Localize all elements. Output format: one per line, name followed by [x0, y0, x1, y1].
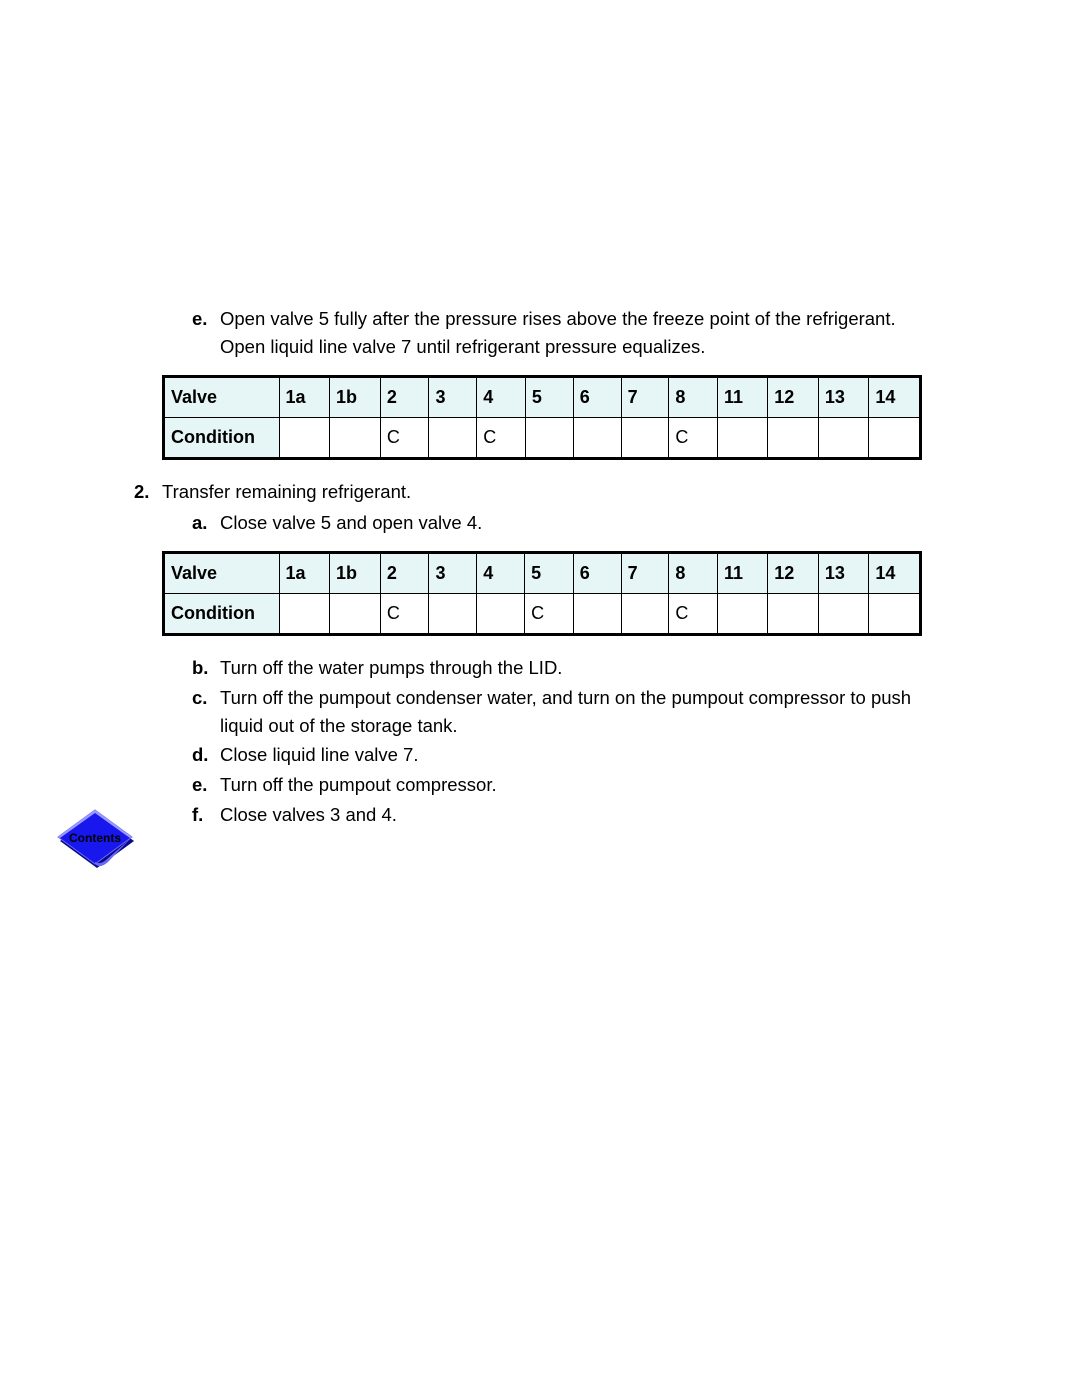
table-2-col-1: 1b	[330, 553, 381, 594]
valve-table-1: Valve 1a 1b 2 3 4 5 6 7 8 11 12 13 14 Co…	[162, 375, 922, 460]
table-1-cond-4: C	[477, 417, 526, 458]
table-1-col-9: 11	[718, 376, 768, 417]
table-1-cond-2: C	[380, 417, 429, 458]
table-1-cond-7	[621, 417, 669, 458]
marker-b: b.	[192, 654, 220, 682]
step-2d-text: Close liquid line valve 7.	[220, 741, 922, 769]
table-1-header-row: Valve 1a 1b 2 3 4 5 6 7 8 11 12 13 14	[164, 376, 921, 417]
table-1-cond-10	[768, 417, 819, 458]
step-1e: e. Open valve 5 fully after the pressure…	[192, 305, 922, 361]
step-2c: c. Turn off the pumpout condenser water,…	[192, 684, 922, 740]
table-1-col-11: 13	[818, 376, 869, 417]
table-1-cond-6	[573, 417, 621, 458]
table-1-col-12: 14	[869, 376, 921, 417]
table-2-cond-12	[869, 594, 921, 635]
table-2-cond-4	[477, 594, 525, 635]
table-2-col-4: 4	[477, 553, 525, 594]
table-2-col-11: 13	[818, 553, 869, 594]
step-2b: b. Turn off the water pumps through the …	[192, 654, 922, 682]
table-2-cond-1	[330, 594, 381, 635]
document-content: e. Open valve 5 fully after the pressure…	[162, 305, 922, 831]
marker-e2: e.	[192, 771, 220, 799]
table-2-cond-5: C	[525, 594, 574, 635]
table-1-col-6: 6	[573, 376, 621, 417]
table-2-cond-11	[818, 594, 869, 635]
table-2-col-5: 5	[525, 553, 574, 594]
step-2f: f. Close valves 3 and 4.	[192, 801, 922, 829]
table-2-cond-6	[573, 594, 621, 635]
marker-c: c.	[192, 684, 220, 740]
table-2-condition-label: Condition	[164, 594, 280, 635]
table-2-cond-3	[429, 594, 477, 635]
step-e-container: e. Open valve 5 fully after the pressure…	[192, 305, 922, 361]
step-2a: a. Close valve 5 and open valve 4.	[192, 509, 922, 537]
table-2-cond-2: C	[380, 594, 429, 635]
marker-f: f.	[192, 801, 220, 829]
step-2f-text: Close valves 3 and 4.	[220, 801, 922, 829]
table-1-col-10: 12	[768, 376, 819, 417]
step-1e-text: Open valve 5 fully after the pressure ri…	[220, 305, 922, 361]
table-1-cond-5	[525, 417, 573, 458]
table-1-cond-8: C	[669, 417, 718, 458]
marker-2: 2.	[134, 478, 162, 506]
table-2-col-0: 1a	[279, 553, 330, 594]
table-2-valve-label: Valve	[164, 553, 280, 594]
step-2c-text: Turn off the pumpout condenser water, an…	[220, 684, 922, 740]
table-2-cond-10	[768, 594, 819, 635]
step-2: 2. Transfer remaining refrigerant.	[134, 478, 922, 506]
table-1-col-4: 4	[477, 376, 526, 417]
table-1-valve-label: Valve	[164, 376, 280, 417]
marker-e: e.	[192, 305, 220, 361]
table-1-cond-3	[429, 417, 477, 458]
marker-d: d.	[192, 741, 220, 769]
table-1-cond-12	[869, 417, 921, 458]
table-1-condition-row: Condition C C C	[164, 417, 921, 458]
marker-a: a.	[192, 509, 220, 537]
table-2-col-3: 3	[429, 553, 477, 594]
table-2-col-8: 8	[669, 553, 718, 594]
table-2-condition-row: Condition C C C	[164, 594, 921, 635]
step-2-sublist-2: b. Turn off the water pumps through the …	[192, 654, 922, 829]
table-1-cond-9	[718, 417, 768, 458]
table-2-cond-7	[621, 594, 669, 635]
table-1-col-1: 1b	[330, 376, 381, 417]
table-1-col-0: 1a	[279, 376, 330, 417]
table-2-header-row: Valve 1a 1b 2 3 4 5 6 7 8 11 12 13 14	[164, 553, 921, 594]
table-1-cond-0	[279, 417, 330, 458]
table-2-col-10: 12	[768, 553, 819, 594]
table-1-cond-11	[818, 417, 869, 458]
table-1-col-7: 7	[621, 376, 669, 417]
table-2-cond-9	[718, 594, 768, 635]
step-2b-text: Turn off the water pumps through the LID…	[220, 654, 922, 682]
step-2d: d. Close liquid line valve 7.	[192, 741, 922, 769]
valve-table-2: Valve 1a 1b 2 3 4 5 6 7 8 11 12 13 14 Co…	[162, 551, 922, 636]
table-2-col-2: 2	[380, 553, 429, 594]
table-1-col-3: 3	[429, 376, 477, 417]
table-1-cond-1	[330, 417, 381, 458]
table-2-col-12: 14	[869, 553, 921, 594]
table-2-col-9: 11	[718, 553, 768, 594]
step-2-text: Transfer remaining refrigerant.	[162, 478, 922, 506]
contents-book-icon: Contents	[50, 804, 140, 874]
step-2e: e. Turn off the pumpout compressor.	[192, 771, 922, 799]
step-2e-text: Turn off the pumpout compressor.	[220, 771, 922, 799]
table-1-condition-label: Condition	[164, 417, 280, 458]
step-2-sublist: a. Close valve 5 and open valve 4.	[192, 509, 922, 537]
table-2-cond-0	[279, 594, 330, 635]
table-2-col-6: 6	[573, 553, 621, 594]
table-1-col-8: 8	[669, 376, 718, 417]
table-2-col-7: 7	[621, 553, 669, 594]
contents-button[interactable]: Contents	[50, 804, 140, 874]
table-1-col-2: 2	[380, 376, 429, 417]
table-1-col-5: 5	[525, 376, 573, 417]
table-2-cond-8: C	[669, 594, 718, 635]
contents-label: Contents	[69, 831, 121, 845]
step-2a-text: Close valve 5 and open valve 4.	[220, 509, 922, 537]
